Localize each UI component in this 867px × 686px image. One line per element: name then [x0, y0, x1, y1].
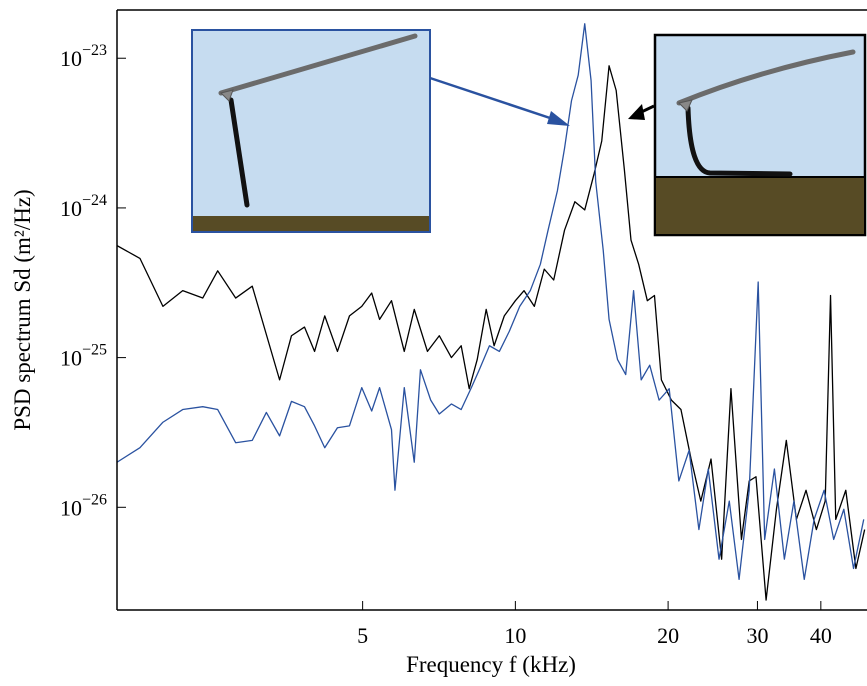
apex	[220, 89, 234, 102]
x-tick-label: 20	[657, 623, 679, 648]
inset-right	[653, 33, 867, 237]
substrate	[193, 216, 429, 231]
y-tick-label: 10−24	[60, 192, 107, 221]
tip	[228, 97, 250, 208]
x-tick-label: 10	[504, 623, 526, 648]
x-axis-label: Frequency f (kHz)	[406, 652, 576, 677]
tip	[685, 105, 793, 177]
y-axis-label: PSD spectrum Sd (m²/Hz)	[10, 189, 35, 430]
beam	[218, 33, 418, 96]
x-tick-label: 30	[746, 623, 768, 648]
plot-area: 5 10 20 30 40 10−23 10−24 10−25 10−26	[60, 9, 867, 648]
arrow	[429, 76, 563, 124]
inset-frame	[191, 29, 431, 233]
x-tick-label: 40	[810, 623, 832, 648]
y-tick-label: 10−23	[60, 42, 107, 71]
x-tick-label: 5	[357, 623, 368, 648]
substrate	[656, 177, 864, 234]
y-tick-label: 10−26	[60, 491, 107, 520]
y-tick-label: 10−25	[60, 342, 107, 371]
data-line	[117, 65, 866, 601]
data-line	[117, 23, 865, 581]
series-group	[117, 23, 866, 601]
inset-left	[191, 29, 431, 233]
apex	[678, 99, 693, 112]
arrow-head	[628, 104, 645, 120]
beam	[676, 49, 856, 106]
arrow-head	[547, 111, 570, 126]
